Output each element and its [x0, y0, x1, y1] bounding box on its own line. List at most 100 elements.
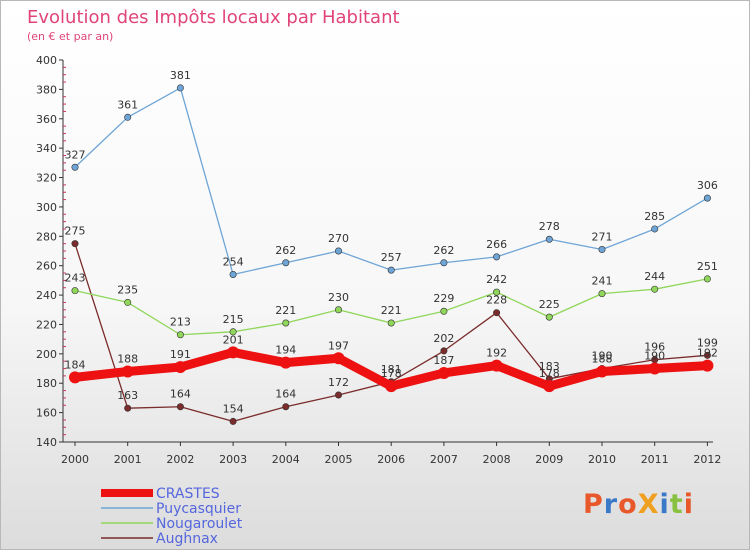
data-point-puycasquier — [229, 271, 237, 279]
y-tick-label: 360 — [36, 113, 57, 126]
data-label-aughnax: 202 — [433, 332, 454, 345]
data-point-crastes — [227, 346, 240, 359]
data-point-nougaroulet — [229, 328, 237, 336]
data-label-crastes: 188 — [592, 352, 613, 365]
data-point-aughnax — [493, 309, 501, 317]
data-point-aughnax — [124, 404, 132, 412]
x-tick-label: 2003 — [219, 453, 247, 466]
series-layer — [69, 84, 714, 425]
data-label-puycasquier: 266 — [486, 238, 507, 251]
data-point-nougaroulet — [124, 298, 132, 306]
data-label-aughnax: 228 — [486, 294, 507, 307]
data-label-aughnax: 164 — [170, 388, 191, 401]
legend-label-aughnax: Aughnax — [156, 531, 218, 547]
data-label-puycasquier: 278 — [539, 220, 560, 233]
data-point-aughnax — [229, 417, 237, 425]
data-point-nougaroulet — [440, 307, 448, 315]
data-point-aughnax — [334, 391, 342, 399]
data-label-crastes: 178 — [381, 367, 402, 380]
legend-label-nougaroulet: Nougaroulet — [156, 516, 243, 532]
data-point-puycasquier — [176, 84, 184, 92]
data-label-crastes: 178 — [539, 367, 560, 380]
data-point-crastes — [279, 356, 292, 369]
data-label-aughnax: 183 — [539, 360, 560, 373]
legend-label-puycasquier: Puycasquier — [156, 501, 241, 517]
data-label-nougaroulet: 221 — [381, 304, 402, 317]
data-label-puycasquier: 262 — [275, 244, 296, 257]
logo-letter: t — [669, 489, 684, 520]
data-label-crastes: 191 — [170, 348, 191, 361]
data-point-nougaroulet — [493, 288, 501, 296]
data-point-puycasquier — [387, 266, 395, 274]
data-label-nougaroulet: 221 — [275, 304, 296, 317]
y-tick-label: 220 — [36, 318, 57, 331]
data-point-crastes — [69, 371, 81, 384]
data-point-nougaroulet — [598, 290, 606, 298]
data-point-puycasquier — [282, 259, 290, 267]
logo-letter: i — [659, 489, 670, 520]
data-label-nougaroulet: 229 — [433, 292, 454, 305]
data-point-nougaroulet — [334, 306, 342, 314]
data-point-nougaroulet — [703, 275, 711, 283]
data-label-nougaroulet: 215 — [223, 313, 244, 326]
y-tick-label: 340 — [36, 142, 57, 155]
data-point-crastes — [701, 359, 714, 372]
data-label-crastes: 201 — [223, 333, 244, 346]
data-point-nougaroulet — [176, 331, 184, 339]
data-label-nougaroulet: 241 — [592, 275, 613, 288]
data-point-puycasquier — [545, 235, 553, 243]
data-label-aughnax: 154 — [223, 402, 244, 415]
data-label-puycasquier: 254 — [223, 256, 244, 269]
data-label-nougaroulet: 213 — [170, 316, 191, 329]
data-point-puycasquier — [651, 225, 659, 233]
series-nougaroulet — [71, 275, 711, 339]
data-point-puycasquier — [493, 253, 501, 261]
logo-letter: i — [683, 489, 694, 520]
data-label-crastes: 190 — [644, 350, 665, 363]
chart-title: Evolution des Impôts locaux par Habitant — [27, 7, 400, 28]
data-label-nougaroulet: 225 — [539, 298, 560, 311]
data-label-puycasquier: 257 — [381, 251, 402, 264]
x-tick-label: 2006 — [377, 453, 405, 466]
data-point-crastes — [490, 359, 503, 372]
data-point-aughnax — [440, 347, 448, 355]
data-point-puycasquier — [334, 247, 342, 255]
data-point-crastes — [596, 365, 608, 378]
data-point-nougaroulet — [651, 285, 659, 293]
data-label-nougaroulet: 251 — [697, 260, 718, 273]
chart-subtitle: (en € et par an) — [27, 30, 113, 43]
data-point-nougaroulet — [71, 287, 79, 295]
data-point-aughnax — [703, 351, 711, 359]
y-tick-label: 260 — [36, 260, 57, 273]
y-tick-label: 400 — [36, 54, 57, 67]
data-point-puycasquier — [703, 194, 711, 202]
y-tick-label: 200 — [36, 348, 57, 361]
legend-label-crastes: CRASTES — [156, 486, 220, 502]
data-label-puycasquier: 361 — [117, 98, 138, 111]
data-label-crastes: 192 — [486, 347, 507, 360]
y-tick-label: 320 — [36, 172, 57, 185]
data-label-crastes: 187 — [433, 354, 454, 367]
x-tick-label: 2007 — [430, 453, 458, 466]
data-label-crastes: 188 — [117, 352, 138, 365]
x-tick-label: 2002 — [166, 453, 194, 466]
x-tick-label: 2011 — [641, 453, 669, 466]
x-tick-label: 2008 — [483, 453, 511, 466]
proxiti-logo: ProXiti — [583, 489, 694, 520]
data-point-crastes — [174, 361, 187, 374]
data-point-puycasquier — [598, 246, 606, 254]
x-tick-label: 2000 — [61, 453, 89, 466]
y-tick-label: 280 — [36, 230, 57, 243]
axes: 140 160 180 200 220 240 260 280 300 320 340 360 380 4… — [36, 54, 721, 466]
data-label-nougaroulet: 230 — [328, 291, 349, 304]
data-label-puycasquier: 381 — [170, 69, 191, 82]
data-point-crastes — [121, 365, 134, 378]
data-label-crastes: 192 — [697, 347, 718, 360]
data-point-aughnax — [176, 403, 184, 411]
data-label-crastes: 194 — [275, 344, 296, 357]
data-label-nougaroulet: 244 — [644, 270, 665, 283]
logo-letter: r — [603, 489, 619, 520]
data-point-puycasquier — [124, 113, 132, 121]
x-tick-label: 2009 — [535, 453, 563, 466]
